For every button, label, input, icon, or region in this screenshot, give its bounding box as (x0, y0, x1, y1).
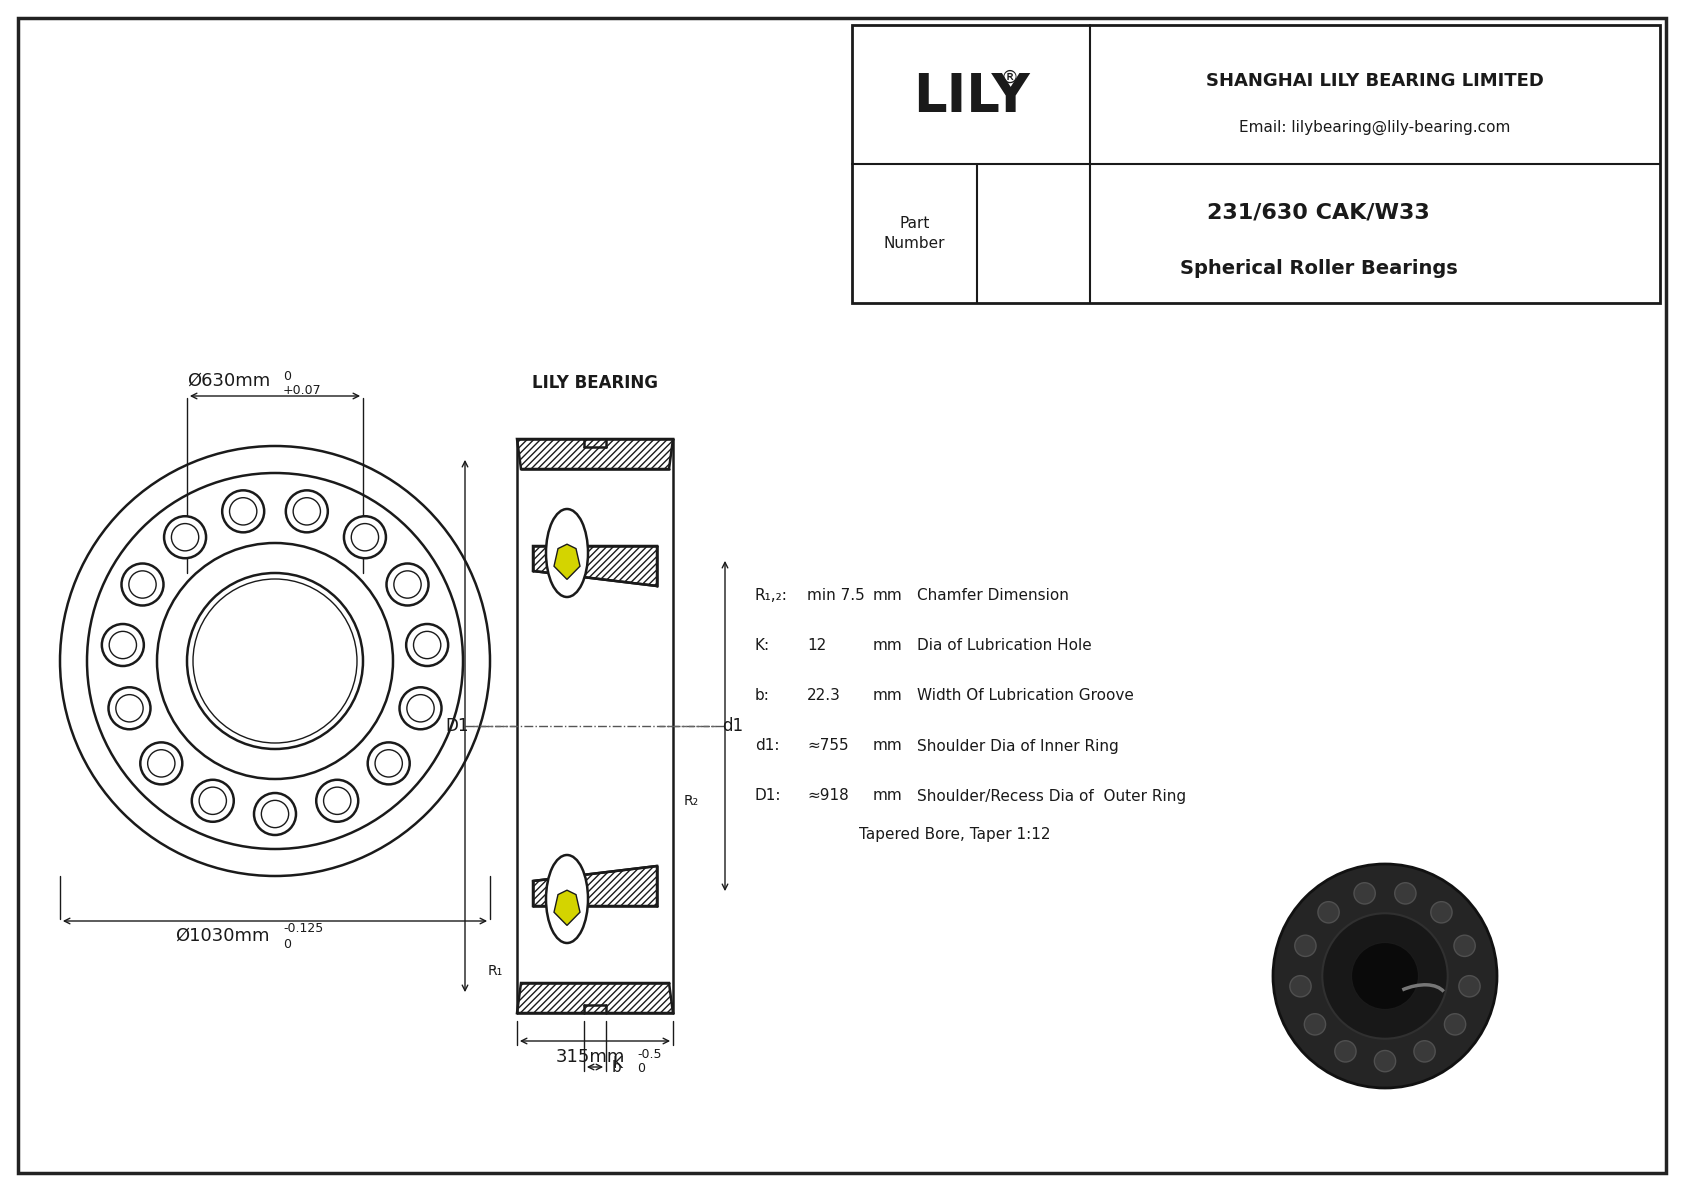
Text: d1:: d1: (754, 738, 780, 754)
Circle shape (317, 780, 359, 822)
Text: ≈755: ≈755 (807, 738, 849, 754)
Circle shape (1431, 902, 1452, 923)
Circle shape (1351, 942, 1418, 1010)
Text: 315mm: 315mm (556, 1048, 625, 1066)
Circle shape (1295, 935, 1317, 956)
Circle shape (1453, 935, 1475, 956)
Text: K: K (611, 1055, 621, 1071)
Polygon shape (534, 866, 657, 906)
Text: ®: ® (1000, 69, 1019, 87)
Text: K:: K: (754, 638, 770, 654)
Text: Spherical Roller Bearings: Spherical Roller Bearings (1180, 258, 1457, 278)
Circle shape (1458, 975, 1480, 997)
Circle shape (163, 516, 205, 559)
Text: 12: 12 (807, 638, 827, 654)
Text: LILY BEARING: LILY BEARING (532, 374, 658, 392)
Circle shape (344, 516, 386, 559)
Text: mm: mm (872, 688, 903, 704)
Bar (852, 25, 1660, 303)
Text: Tapered Bore, Taper 1:12: Tapered Bore, Taper 1:12 (859, 827, 1051, 842)
Text: mm: mm (872, 788, 903, 804)
Text: mm: mm (872, 738, 903, 754)
Text: -0.5: -0.5 (637, 1048, 662, 1061)
Ellipse shape (546, 509, 588, 597)
Circle shape (1354, 883, 1376, 904)
Circle shape (121, 563, 163, 605)
Text: mm: mm (872, 638, 903, 654)
Circle shape (1335, 1041, 1356, 1062)
Circle shape (192, 780, 234, 822)
Circle shape (1322, 913, 1448, 1039)
Text: Email: lilybearing@lily-bearing.com: Email: lilybearing@lily-bearing.com (1239, 120, 1511, 136)
Text: Shoulder Dia of Inner Ring: Shoulder Dia of Inner Ring (918, 738, 1118, 754)
Text: b: b (611, 1060, 621, 1074)
Text: Ø630mm: Ø630mm (187, 372, 269, 389)
Circle shape (286, 491, 328, 532)
Circle shape (101, 624, 143, 666)
Text: D1:: D1: (754, 788, 781, 804)
Text: Ø1030mm: Ø1030mm (175, 927, 269, 944)
Text: 0: 0 (283, 939, 291, 952)
Text: b:: b: (754, 688, 770, 704)
Text: Dia of Lubrication Hole: Dia of Lubrication Hole (918, 638, 1091, 654)
Text: Width Of Lubrication Groove: Width Of Lubrication Groove (918, 688, 1133, 704)
Circle shape (1305, 1014, 1325, 1035)
Text: 0: 0 (637, 1062, 645, 1075)
Text: D1: D1 (445, 717, 468, 735)
Circle shape (1445, 1014, 1465, 1035)
Text: Part
Number: Part Number (884, 216, 945, 251)
Circle shape (1394, 883, 1416, 904)
Circle shape (140, 742, 182, 785)
Circle shape (222, 491, 264, 532)
Text: +0.07: +0.07 (283, 384, 322, 397)
Text: Shoulder/Recess Dia of  Outer Ring: Shoulder/Recess Dia of Outer Ring (918, 788, 1186, 804)
Polygon shape (517, 439, 674, 469)
Circle shape (1374, 1050, 1396, 1072)
Circle shape (399, 687, 441, 729)
Circle shape (387, 563, 428, 605)
Text: 0: 0 (283, 370, 291, 384)
Polygon shape (517, 983, 674, 1014)
Circle shape (367, 742, 409, 785)
Polygon shape (534, 545, 657, 586)
Text: d1: d1 (722, 717, 744, 735)
Circle shape (1273, 863, 1497, 1089)
Text: LILY: LILY (913, 71, 1029, 124)
Text: SHANGHAI LILY BEARING LIMITED: SHANGHAI LILY BEARING LIMITED (1206, 71, 1544, 89)
Circle shape (1319, 902, 1339, 923)
Text: R₂: R₂ (684, 794, 699, 807)
Ellipse shape (546, 855, 588, 943)
Circle shape (254, 793, 296, 835)
Circle shape (108, 687, 150, 729)
Text: ≈918: ≈918 (807, 788, 849, 804)
Text: R₁,₂:: R₁,₂: (754, 588, 788, 604)
Polygon shape (554, 544, 579, 579)
Text: 231/630 CAK/W33: 231/630 CAK/W33 (1207, 202, 1430, 223)
Circle shape (1290, 975, 1312, 997)
Text: 22.3: 22.3 (807, 688, 840, 704)
Polygon shape (554, 890, 579, 925)
Text: -0.125: -0.125 (283, 923, 323, 935)
Circle shape (1415, 1041, 1435, 1062)
Circle shape (406, 624, 448, 666)
Text: mm: mm (872, 588, 903, 604)
Text: Chamfer Dimension: Chamfer Dimension (918, 588, 1069, 604)
Text: R₁: R₁ (487, 964, 502, 978)
Text: min 7.5: min 7.5 (807, 588, 866, 604)
